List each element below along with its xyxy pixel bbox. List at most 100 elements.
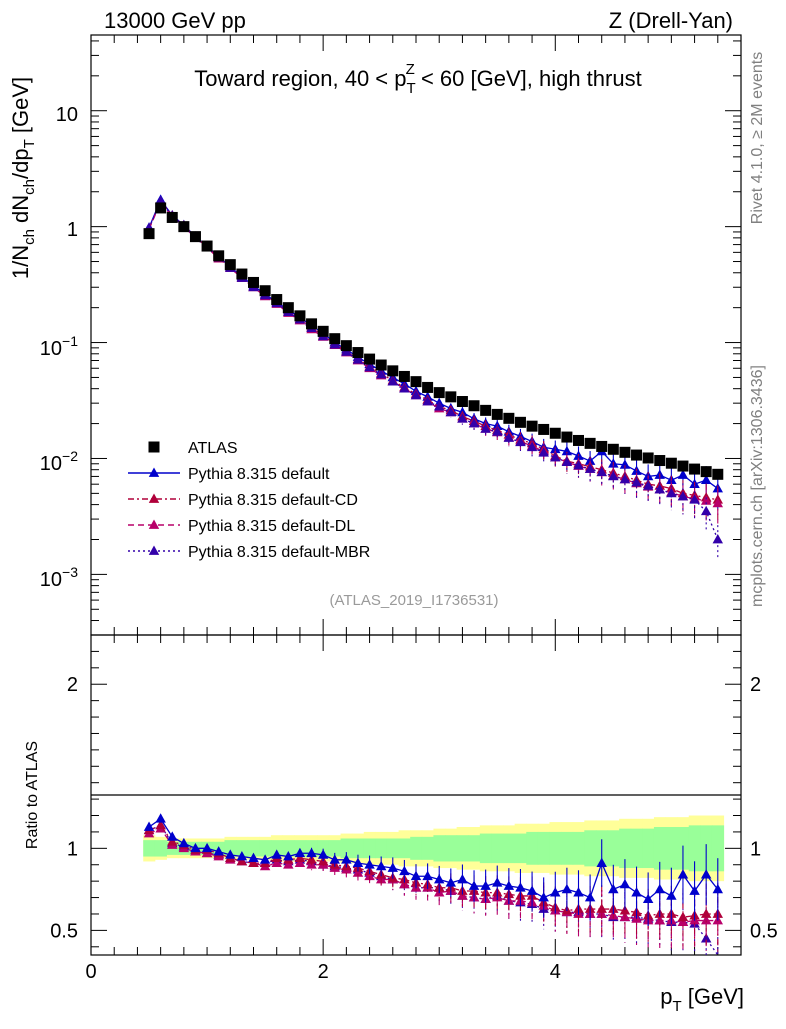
ytick-label-1: 1 bbox=[67, 219, 78, 241]
main-point bbox=[677, 469, 689, 479]
main-point bbox=[642, 480, 654, 490]
atlas-point bbox=[631, 449, 643, 461]
atlas-point bbox=[526, 420, 538, 432]
ratio-point bbox=[155, 819, 166, 830]
main-point bbox=[503, 432, 515, 442]
main-point bbox=[526, 441, 538, 452]
main-point bbox=[457, 413, 468, 423]
main-point bbox=[410, 389, 422, 400]
ratio-ytick-label-right: 1 bbox=[750, 838, 761, 860]
atlas-point bbox=[317, 325, 329, 337]
band-green-bin bbox=[143, 840, 156, 857]
main-point bbox=[480, 423, 491, 433]
band-green-bin bbox=[154, 840, 167, 857]
ratio-panel: 0.5 0.5 1 1 2 2 0 2 4 Ratio to ATLAS pT [GeV] bbox=[24, 634, 778, 1015]
legend-entry: Pythia 8.315 default-CD bbox=[128, 492, 358, 509]
ratio-point bbox=[167, 831, 178, 841]
atlas-point bbox=[468, 400, 480, 412]
ratio-point bbox=[573, 887, 584, 897]
ratio-point bbox=[538, 892, 549, 902]
main-point bbox=[387, 376, 399, 386]
band-green-bin bbox=[433, 835, 446, 862]
ratio-point bbox=[503, 880, 515, 890]
ratio-point bbox=[596, 903, 607, 913]
atlas-point bbox=[213, 250, 225, 262]
ratio-ticks bbox=[90, 635, 741, 955]
band-green-bin bbox=[711, 825, 725, 872]
band-green-bin bbox=[247, 840, 260, 857]
atlas-point bbox=[538, 423, 550, 435]
ratio-ylabel: Ratio to ATLAS bbox=[24, 741, 41, 849]
atlas-point bbox=[259, 285, 271, 297]
ratio-point bbox=[236, 855, 248, 866]
atlas-point bbox=[294, 310, 306, 322]
atlas-point bbox=[561, 431, 573, 443]
band-green-bin bbox=[317, 840, 330, 857]
main-title: Toward region, 40 < pTZ < 60 [GeV], high… bbox=[194, 61, 641, 97]
ratio-point bbox=[271, 849, 282, 859]
ratio-point bbox=[654, 883, 665, 894]
atlas-point bbox=[398, 370, 410, 382]
atlas-point bbox=[375, 359, 387, 371]
ratio-point bbox=[190, 842, 201, 853]
atlas-point bbox=[433, 387, 445, 399]
band-green-bin bbox=[236, 840, 249, 857]
band-green-bin bbox=[421, 836, 434, 860]
atlas-point bbox=[364, 353, 376, 365]
ratio-point bbox=[677, 869, 689, 879]
band-green-bin bbox=[456, 835, 469, 862]
atlas-point bbox=[514, 416, 526, 428]
ratio-point bbox=[248, 857, 259, 867]
band-green-bin bbox=[572, 831, 585, 865]
main-point bbox=[608, 470, 619, 481]
legend-marker bbox=[148, 441, 160, 453]
atlas-point bbox=[201, 240, 213, 252]
atlas-point bbox=[224, 259, 236, 271]
ratio-point bbox=[375, 860, 387, 871]
ratio-point bbox=[468, 880, 480, 890]
ratio-point bbox=[689, 885, 700, 895]
atlas-point bbox=[271, 294, 283, 306]
atlas-point bbox=[166, 211, 178, 223]
main-point bbox=[561, 456, 573, 466]
atlas-point bbox=[410, 376, 422, 388]
band-green-bin bbox=[445, 835, 458, 862]
ratio-point bbox=[178, 837, 190, 848]
atlas-point bbox=[549, 427, 561, 439]
band-green-bin bbox=[340, 838, 353, 859]
ratio-point bbox=[364, 859, 375, 869]
atlas-point bbox=[596, 440, 608, 452]
main-point bbox=[654, 483, 665, 494]
band-green-bin bbox=[328, 840, 342, 857]
ratio-point bbox=[364, 870, 375, 881]
xtick-label: 0 bbox=[85, 961, 96, 983]
band-green-bin bbox=[607, 830, 620, 867]
ratio-point bbox=[387, 862, 399, 872]
main-point bbox=[700, 505, 712, 516]
legend: ATLAS Pythia 8.315 default Pythia 8.315 de… bbox=[128, 440, 370, 561]
atlas-point bbox=[654, 455, 666, 467]
atlas-point bbox=[445, 391, 457, 403]
main-point bbox=[375, 369, 387, 379]
atlas-point bbox=[306, 318, 318, 330]
ratio-point bbox=[352, 857, 364, 867]
ytick-label-10: 10 bbox=[56, 104, 78, 126]
ratio-point bbox=[608, 883, 619, 894]
ratio-point bbox=[399, 865, 410, 876]
atlas-point bbox=[503, 412, 515, 424]
ratio-point bbox=[225, 849, 236, 859]
ratio-point bbox=[201, 842, 213, 853]
ratio-point bbox=[341, 854, 352, 864]
band-green-bin bbox=[688, 825, 701, 872]
ratio-point bbox=[375, 874, 387, 884]
ratio-point bbox=[596, 857, 607, 867]
band-green-bin bbox=[537, 831, 550, 865]
atlas-point bbox=[480, 404, 492, 416]
ratio-point bbox=[550, 887, 561, 897]
ratio-point bbox=[155, 813, 166, 823]
main-point bbox=[619, 473, 631, 484]
ratio-ytick-label-left: 2 bbox=[67, 674, 78, 696]
legend-label: ATLAS bbox=[188, 440, 238, 457]
ytick-label-0.1: 10−1 bbox=[40, 333, 78, 360]
